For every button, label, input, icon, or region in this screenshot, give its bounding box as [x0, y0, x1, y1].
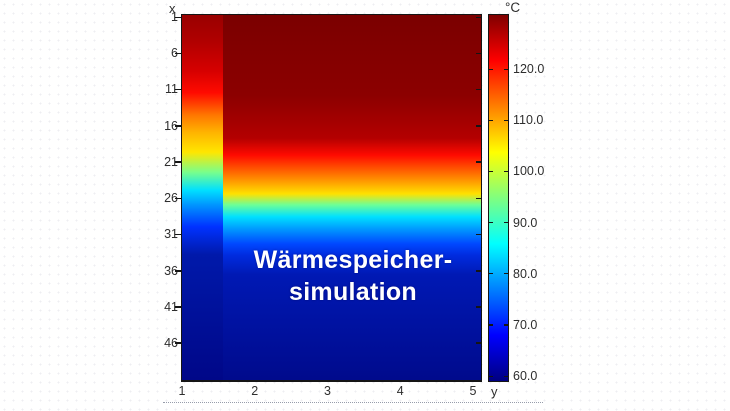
x-axis-tick-label: 21: [164, 154, 178, 169]
x-axis-label: x: [169, 1, 176, 16]
x-axis-tick-mark-right: [476, 52, 481, 55]
colorbar-tick-label: 110.0: [513, 113, 544, 128]
colorbar-tick-mark-left: [489, 119, 493, 121]
colorbar-tick-label: 120.0: [513, 62, 545, 76]
x-axis-tick-mark: [175, 52, 181, 55]
plot-title-line2: simulation: [288, 278, 417, 306]
colorbar-tick-mark-left: [489, 273, 493, 275]
plot-title-line1: Wärmespeicher-: [253, 246, 453, 274]
x-axis-tick-mark-right: [476, 233, 481, 236]
x-axis-tick-mark-right: [476, 88, 481, 91]
x-axis-tick-mark-right: [476, 16, 481, 18]
y-axis-tick-label: 2: [251, 384, 259, 398]
colorbar-tick-mark-right: [504, 222, 508, 224]
colorbar-tick-mark-left: [489, 68, 493, 70]
x-axis-tick-label: 41: [164, 299, 178, 314]
x-axis-tick-mark-right: [476, 270, 481, 272]
colorbar-tick-label: 60.0: [513, 369, 538, 383]
heatmap-main-area: [223, 15, 481, 380]
colorbar-tick-mark-left: [489, 375, 493, 377]
x-axis-tick-label: 36: [164, 263, 178, 278]
colorbar: [488, 14, 509, 382]
x-axis-tick-mark: [175, 88, 181, 91]
x-axis-tick-mark-right: [476, 125, 481, 127]
x-axis-tick-label: 26: [164, 191, 178, 206]
colorbar-tick-mark-right: [504, 273, 508, 275]
colorbar-tick-label: 100.0: [513, 164, 545, 179]
y-axis-label: y: [491, 384, 498, 399]
x-axis-tick-mark: [175, 161, 181, 163]
x-axis-tick-label: 31: [164, 227, 178, 242]
x-axis-tick-mark-right: [476, 306, 481, 308]
colorbar-tick-mark-right: [504, 68, 508, 70]
x-axis-tick-mark: [175, 125, 181, 127]
colorbar-tick-mark-left: [489, 324, 493, 326]
colorbar-tick-label: 90.0: [513, 215, 538, 230]
x-axis-tick-label: 11: [165, 82, 178, 97]
heatmap-left-column: [182, 15, 223, 380]
colorbar-tick-mark-right: [504, 119, 508, 121]
x-axis-tick-mark-right: [476, 197, 481, 200]
x-axis-tick-mark-right: [476, 161, 481, 163]
x-axis-tick-label: 16: [164, 118, 178, 133]
x-axis-tick-mark: [175, 306, 181, 308]
x-axis-tick-label: 1: [150, 10, 178, 24]
colorbar-tick-mark-right: [504, 375, 508, 377]
x-axis-tick-label: 6: [150, 46, 178, 60]
y-axis-tick-label: 1: [178, 384, 186, 398]
y-axis-tick-label: 5: [469, 384, 477, 398]
x-axis-tick-mark: [175, 197, 181, 200]
colorbar-tick-label: 70.0: [513, 317, 538, 332]
colorbar-tick-mark-left: [489, 170, 493, 173]
colorbar-tick-mark-right: [504, 170, 508, 173]
colorbar-tick-mark-left: [489, 222, 493, 224]
y-axis-tick-label: 3: [324, 384, 331, 398]
x-axis-tick-mark: [175, 342, 181, 344]
x-axis-tick-mark: [175, 233, 181, 236]
colorbar-tick-label: 80.0: [513, 266, 538, 281]
heatmap-plot: Wärmespeicher- simulation: [181, 14, 482, 382]
colorbar-unit-label: °C: [505, 0, 521, 15]
colorbar-tick-mark-right: [504, 324, 508, 326]
x-axis-tick-label: 46: [164, 335, 178, 350]
plot-title-overlay: Wärmespeicher- simulation: [223, 244, 481, 308]
bottom-dotted-separator: [163, 402, 543, 403]
y-axis-tick-label: 4: [396, 384, 404, 398]
x-axis-tick-mark-right: [476, 342, 481, 344]
x-axis-tick-mark: [175, 16, 181, 18]
x-axis-tick-mark: [175, 270, 181, 272]
